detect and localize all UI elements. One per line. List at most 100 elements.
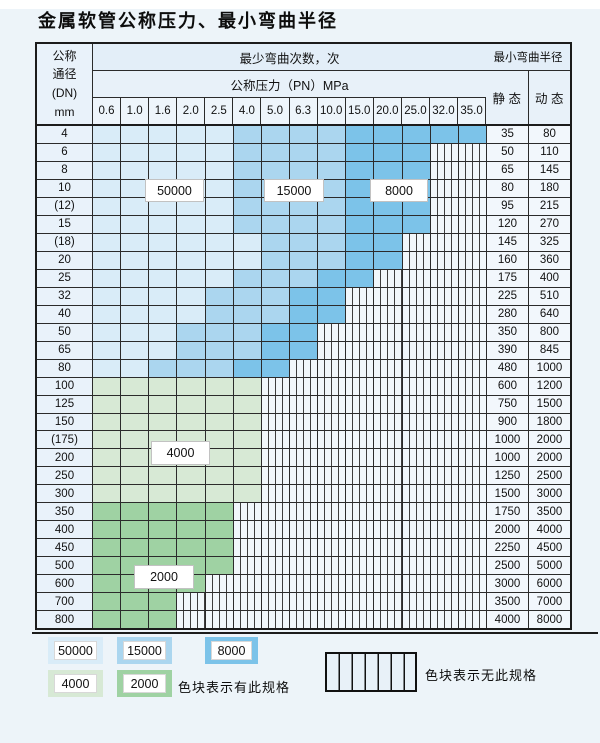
spec-cell [318,233,347,251]
cycle-count-label: 8000 [370,179,428,202]
spec-cell [149,161,178,179]
table-row: (12) 95 215 [37,197,570,216]
spec-cell [374,215,403,233]
dn-value: 40 [37,305,93,323]
spec-cell [374,449,403,467]
spec-cell [177,503,206,521]
spec-cell [458,593,487,611]
spec-cell [430,557,459,575]
spec-table: 公称 通径 (DN) mm 最少弯曲次数，次 公称压力（PN）MPa 0.6 1.… [35,42,572,630]
spec-cell [149,377,178,395]
spec-cell [121,449,150,467]
spec-cell [402,233,431,251]
spec-cell [261,467,290,485]
spec-cell [430,593,459,611]
spec-cell [346,233,375,251]
spec-cell [289,341,319,359]
spec-cell [318,341,347,359]
spec-cell [458,143,487,161]
spec-cell [318,467,347,485]
spec-cell [374,305,403,323]
spec-cell [205,126,234,143]
pressure-column-header: 1.0 [121,98,150,124]
dynamic-radius-value: 8000 [528,611,570,629]
dn-value: 15 [37,215,93,233]
spec-cell [149,233,178,251]
spec-cell [289,323,319,341]
spec-cell [177,539,206,557]
legend-swatch: 15000 [117,637,172,664]
dn-value: (175) [37,431,93,449]
spec-cell [177,215,206,233]
spec-cell [318,126,347,143]
spec-cell [233,143,262,161]
spec-cell [233,251,262,269]
static-radius-value: 2000 [486,521,529,539]
spec-cell [205,521,234,539]
spec-cell [430,305,459,323]
spec-cell [318,503,347,521]
spec-cell [346,215,375,233]
spec-cell [318,161,347,179]
spec-cell [205,161,234,179]
spec-cell [430,449,459,467]
dynamic-radius-value: 80 [528,126,570,143]
spec-cell [149,485,178,503]
dynamic-radius-value: 325 [528,233,570,251]
spec-cell [261,485,290,503]
spec-cell [121,269,150,287]
spec-cell [402,269,431,287]
spec-cell [149,197,178,215]
spec-cell [430,503,459,521]
table-row: 80 480 1000 [37,359,570,378]
spec-cell [318,431,347,449]
spec-cell [458,521,487,539]
min-bend-radius-header: 最小弯曲半径 [486,44,570,71]
spec-cell [318,179,347,197]
spec-cell [402,287,431,305]
spec-cell [233,197,262,215]
spec-cell [289,431,319,449]
no-spec-swatch [325,652,417,692]
spec-cell [458,395,487,413]
spec-cell [93,197,122,215]
static-radius-value: 750 [486,395,529,413]
dn-value: 8 [37,161,93,179]
dynamic-radius-value: 7000 [528,593,570,611]
table-row: 300 1500 3000 [37,485,570,504]
dn-value: 500 [37,557,93,575]
pressure-column-header: 2.5 [205,98,234,124]
spec-cell [261,269,290,287]
spec-cell [289,485,319,503]
spec-cell [374,126,403,143]
table-row: 125 750 1500 [37,395,570,414]
spec-cell [93,287,122,305]
static-radius-value: 900 [486,413,529,431]
dn-value: 80 [37,359,93,377]
spec-cell [458,539,487,557]
table-header: 公称 通径 (DN) mm 最少弯曲次数，次 公称压力（PN）MPa 0.6 1.… [37,44,570,126]
pressure-column-header: 0.6 [93,98,122,124]
spec-cell [121,251,150,269]
spec-cell [458,197,487,215]
dn-value: 350 [37,503,93,521]
table-row: 32 225 510 [37,287,570,306]
spec-cell [430,251,459,269]
top-white-strip [0,0,600,9]
spec-cell [177,467,206,485]
spec-cell [149,269,178,287]
static-radius-value: 80 [486,179,529,197]
spec-cell [93,557,122,575]
spec-cell [177,359,206,377]
dynamic-radius-value: 400 [528,269,570,287]
spec-cell [93,126,122,143]
spec-cell [289,449,319,467]
dynamic-radius-value: 215 [528,197,570,215]
spec-cell [261,197,290,215]
dynamic-radius-value: 3000 [528,485,570,503]
spec-cell [374,359,403,377]
spec-cell [121,143,150,161]
spec-cell [318,197,347,215]
spec-cell [93,503,122,521]
static-radius-value: 160 [486,251,529,269]
